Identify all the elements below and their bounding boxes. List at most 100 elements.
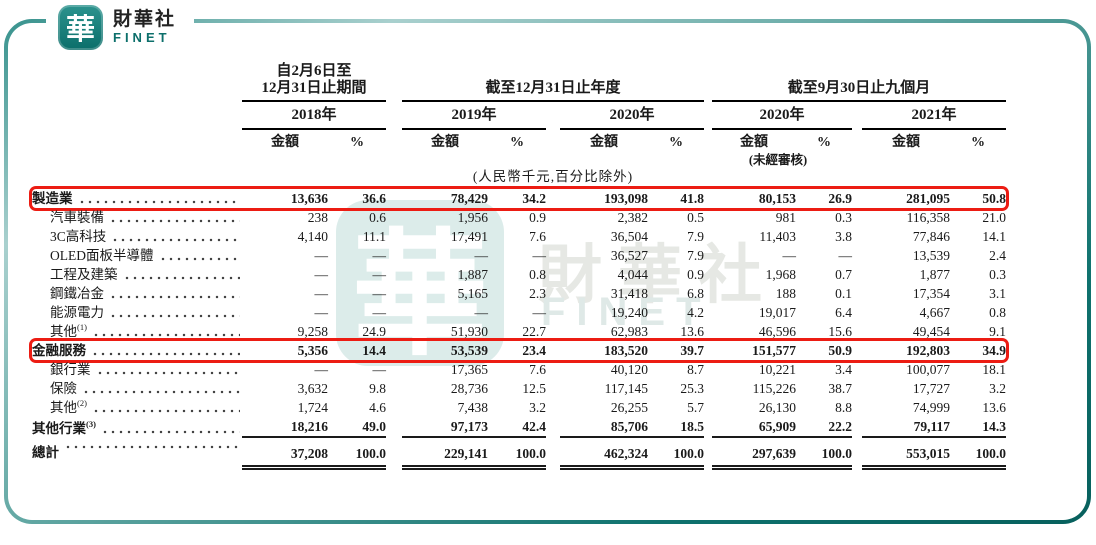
pct-cell: 0.5: [687, 210, 704, 225]
amount-cell: 78,429: [450, 191, 488, 206]
pct-cell: 9.8: [369, 381, 386, 396]
amount-cell: 18,216: [242, 417, 328, 438]
pct-header: %: [971, 135, 985, 150]
table-row: 保險 3,632 9.8 28,736 12.5 117,145 25.3 115,226 38…: [32, 379, 1006, 398]
amount-cell: —: [314, 286, 329, 301]
amount-cell: —: [314, 267, 329, 282]
pct-cell: 0.8: [529, 267, 546, 282]
teal-border-frame: [4, 19, 1091, 524]
finet-logo-name-zh: 財華社: [113, 8, 177, 30]
pct-cell: 0.3: [989, 267, 1006, 282]
row-label: 其他(2): [32, 398, 242, 417]
watermark-brand-zh: 財華社: [538, 240, 778, 311]
amount-cell: 115,226: [752, 381, 796, 396]
amount-cell: 17,354: [912, 286, 950, 301]
col-group-period-2018: 自2月6日至 12月31日止期間: [242, 56, 386, 102]
pct-cell: 0.9: [529, 210, 546, 225]
pct-cell: 34.2: [522, 191, 546, 206]
pct-header: %: [669, 135, 683, 150]
amount-cell: 37,208: [242, 444, 328, 470]
table-row: 其他行業(3) 18,216 49.0 97,173 42.4 85,706 18.5 65,…: [32, 417, 1006, 438]
amount-cell: 36,504: [610, 229, 648, 244]
finet-logo-name-en: FINET: [113, 29, 171, 45]
amount-cell: 11,403: [759, 229, 796, 244]
amount-cell: 62,983: [610, 324, 648, 339]
pct-cell: 7.9: [687, 248, 704, 263]
amount-cell: 26,130: [758, 400, 796, 415]
currency-note: (人民幣千元,百分比除外): [472, 169, 634, 184]
pct-cell: 14.4: [362, 343, 386, 358]
amount-cell: 31,418: [610, 286, 648, 301]
pct-cell: 0.6: [369, 210, 386, 225]
dot-leader: [91, 332, 240, 338]
col-group-line: 截至9月30日止九個月: [787, 80, 931, 96]
pct-cell: 9.1: [989, 324, 1006, 339]
pct-cell: 3.2: [529, 400, 546, 415]
unaudited-note: (未經審核): [748, 153, 808, 167]
amount-cell: 281,095: [906, 191, 950, 206]
finet-logo-icon: 華: [58, 4, 103, 50]
amount-cell: 1,724: [297, 400, 328, 415]
col-group-nine-months: 截至9月30日止九個月: [712, 56, 1006, 102]
amount-cell: 19,240: [610, 305, 648, 320]
dot-leader: [158, 256, 240, 262]
amount-cell: —: [474, 248, 489, 263]
pct-cell: —: [532, 248, 547, 263]
pct-cell: 18.5: [648, 417, 704, 438]
amount-cell: 7,438: [457, 400, 488, 415]
table-note-row: (人民幣千元,百分比除外): [32, 168, 1006, 187]
amount-cell: 74,999: [912, 400, 950, 415]
pct-cell: 3.4: [835, 362, 852, 377]
table-header-metrics: 金額 % 金額 % 金額 % 金額 % 金額 %: [32, 130, 1006, 153]
pct-cell: 3.1: [989, 286, 1006, 301]
col-group-line: 自2月6日至: [276, 63, 352, 79]
amount-cell: 36,527: [610, 248, 648, 263]
pct-cell: 36.6: [362, 191, 386, 206]
pct-cell: 7.9: [687, 229, 704, 244]
row-label: 金融服務: [32, 341, 242, 360]
amount-header: 金額: [271, 135, 299, 150]
pct-cell: 23.4: [522, 343, 546, 358]
amount-header: 金額: [892, 135, 920, 150]
amount-cell: 77,846: [912, 229, 950, 244]
finet-logo-text: 財華社 FINET: [113, 8, 177, 45]
amount-cell: 5,356: [297, 343, 328, 358]
amount-cell: 117,145: [604, 381, 648, 396]
table-row: 3C高科技 4,140 11.1 17,491 7.6 36,504 7.9 11,403 3.…: [32, 227, 1006, 246]
row-label: 汽車裝備: [32, 208, 242, 227]
amount-cell: 151,577: [752, 343, 796, 358]
amount-cell: 1,877: [919, 267, 950, 282]
pct-cell: 0.7: [835, 267, 852, 282]
table-row: 其他(1) 9,258 24.9 51,930 22.7 62,983 13.6 46,596…: [32, 322, 1006, 341]
pct-cell: 50.8: [982, 191, 1006, 206]
pct-cell: 6.8: [687, 286, 704, 301]
pct-cell: —: [372, 286, 387, 301]
pct-cell: 7.6: [529, 229, 546, 244]
amount-cell: 10,221: [758, 362, 796, 377]
pct-cell: 39.7: [680, 343, 704, 358]
amount-header: 金額: [431, 135, 459, 150]
dot-leader: [111, 237, 240, 243]
amount-cell: 981: [775, 210, 796, 225]
pct-cell: 0.3: [835, 210, 852, 225]
pct-cell: 0.1: [835, 286, 852, 301]
dot-leader: [100, 429, 240, 435]
table-row: 能源電力 — — — — 19,240 4.2 19,017 6.4 4,667 0.8: [32, 303, 1006, 322]
table-header-years: 2018年 2019年 2020年 2020年 2021年: [32, 103, 1006, 130]
amount-cell: 297,639: [712, 444, 796, 470]
amount-cell: —: [314, 305, 329, 320]
pct-cell: 4.6: [369, 400, 386, 415]
row-label: 製造業: [32, 189, 242, 208]
amount-cell: —: [474, 305, 489, 320]
row-label: 銀行業: [32, 360, 242, 379]
row-label: 3C高科技: [32, 227, 242, 246]
amount-cell: 85,706: [560, 417, 648, 438]
dot-leader: [95, 370, 240, 376]
pct-cell: 100.0: [488, 444, 546, 470]
pct-cell: 100.0: [328, 444, 386, 470]
amount-cell: 183,520: [604, 343, 648, 358]
year-header: 2021年: [862, 103, 1006, 130]
pct-cell: 34.9: [982, 343, 1006, 358]
pct-header: %: [510, 135, 524, 150]
pct-cell: 22.7: [522, 324, 546, 339]
